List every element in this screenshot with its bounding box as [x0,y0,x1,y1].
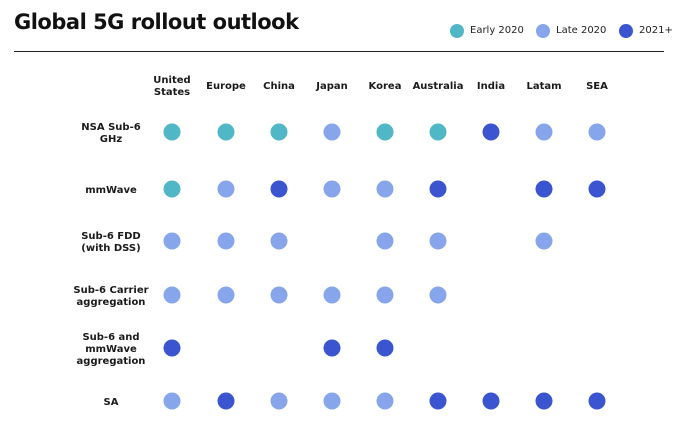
row-header: NSA Sub-6 GHz [81,122,140,145]
status-dot-late [217,286,235,304]
legend-swatch-late [536,24,550,38]
column-header: Europe [206,81,246,92]
status-dot-early [270,123,288,141]
status-dot-late [376,392,394,410]
status-dot-late [270,232,288,250]
legend-label-late: Late 2020 [556,25,607,36]
status-dot-late [323,123,341,141]
status-dot-late [376,232,394,250]
status-dot-later [535,180,553,198]
title-divider [14,51,664,52]
status-dot-late [163,286,181,304]
status-dot-late [588,123,606,141]
chart-title: Global 5G rollout outlook [14,10,299,34]
status-dot-later [270,180,288,198]
status-dot-late [163,392,181,410]
status-dot-late [376,180,394,198]
status-dot-later [482,392,500,410]
row-header: Sub-6 and mmWave aggregation [77,332,146,367]
status-dot-later [588,180,606,198]
status-dot-early [217,123,235,141]
status-dot-early [163,123,181,141]
legend-label-early: Early 2020 [470,25,524,36]
status-dot-later [588,392,606,410]
status-dot-late [217,232,235,250]
row-header: mmWave [85,185,137,196]
status-dot-late [429,286,447,304]
status-dot-later [163,339,181,357]
status-dot-late [323,286,341,304]
row-header: Sub-6 FDD (with DSS) [81,231,141,254]
status-dot-late [270,392,288,410]
status-dot-late [535,123,553,141]
status-dot-late [323,180,341,198]
column-header: Latam [526,81,561,92]
legend-swatch-early [450,24,464,38]
column-header: SEA [586,81,608,92]
row-header: SA [104,397,119,408]
legend-label-later: 2021+ [639,25,673,36]
status-dot-late [323,392,341,410]
status-dot-later [217,392,235,410]
status-dot-later [376,339,394,357]
status-dot-late [270,286,288,304]
legend: Early 2020 Late 2020 2021+ [0,24,688,40]
row-header: Sub-6 Carrier aggregation [73,285,148,308]
column-header: Korea [369,81,402,92]
status-dot-later [482,123,500,141]
legend-swatch-later [619,24,633,38]
column-header: Japan [315,81,348,92]
status-dot-later [535,392,553,410]
status-dot-late [163,232,181,250]
column-header: China [263,81,295,92]
status-dot-early [376,123,394,141]
status-dot-late [535,232,553,250]
status-dot-late [429,232,447,250]
status-dot-early [163,180,181,198]
status-dot-later [429,180,447,198]
column-header: Australia [413,81,464,92]
status-dot-late [376,286,394,304]
status-dot-later [323,339,341,357]
status-dot-early [429,123,447,141]
status-dot-later [429,392,447,410]
column-header: India [477,81,505,92]
column-header: United States [153,75,190,98]
status-dot-late [217,180,235,198]
